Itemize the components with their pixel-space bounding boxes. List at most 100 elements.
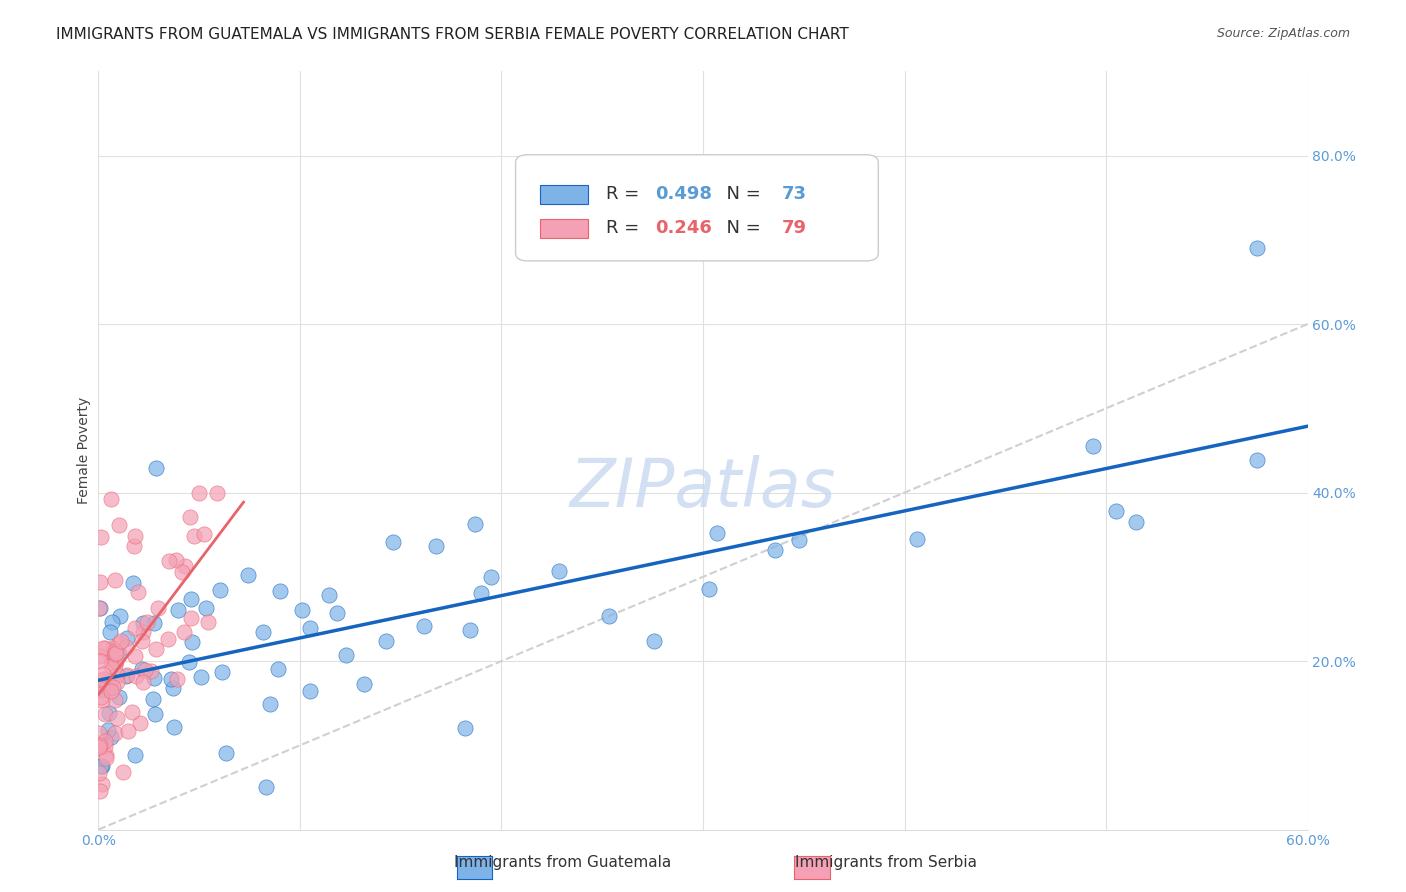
Point bbox=[353, 676, 375, 690]
Text: Immigrants from Serbia: Immigrants from Serbia bbox=[794, 855, 977, 870]
Point bbox=[299, 684, 322, 698]
Point bbox=[190, 670, 212, 684]
Point bbox=[183, 528, 205, 542]
Point bbox=[141, 665, 163, 679]
Point bbox=[124, 529, 146, 543]
Point bbox=[135, 615, 157, 629]
Point bbox=[157, 632, 180, 646]
Point bbox=[165, 553, 187, 567]
Point bbox=[124, 649, 146, 664]
Point bbox=[100, 651, 122, 665]
Point bbox=[425, 539, 447, 553]
Point bbox=[96, 723, 118, 738]
Point bbox=[90, 692, 112, 706]
Point bbox=[124, 747, 146, 762]
Text: 0.498: 0.498 bbox=[655, 186, 711, 203]
Point bbox=[121, 576, 143, 591]
Point bbox=[162, 681, 184, 695]
Point bbox=[124, 621, 146, 635]
Point bbox=[89, 766, 111, 780]
Point bbox=[90, 673, 112, 687]
Bar bbox=[540, 186, 588, 204]
Point bbox=[763, 543, 786, 558]
Text: N =: N = bbox=[716, 186, 766, 203]
Point bbox=[187, 485, 209, 500]
Point bbox=[180, 611, 202, 625]
Point bbox=[787, 533, 810, 547]
Point bbox=[413, 619, 436, 633]
Point bbox=[100, 491, 122, 506]
Point bbox=[89, 574, 111, 589]
Text: R =: R = bbox=[606, 186, 645, 203]
Point bbox=[110, 609, 132, 624]
Point bbox=[173, 558, 195, 573]
Point bbox=[104, 654, 127, 668]
Point bbox=[267, 662, 290, 676]
Point bbox=[197, 615, 219, 629]
Bar bbox=[540, 219, 588, 238]
Point bbox=[643, 634, 665, 648]
Point bbox=[108, 647, 131, 661]
Point bbox=[143, 706, 166, 721]
Point bbox=[236, 567, 259, 582]
Point bbox=[89, 726, 111, 740]
Point bbox=[335, 648, 357, 662]
Point bbox=[104, 693, 127, 707]
Point bbox=[547, 564, 569, 578]
Point bbox=[101, 650, 124, 665]
Text: 0.246: 0.246 bbox=[655, 219, 711, 237]
Point bbox=[105, 668, 128, 682]
Point bbox=[93, 739, 115, 753]
Point bbox=[90, 530, 112, 544]
Y-axis label: Female Poverty: Female Poverty bbox=[77, 397, 91, 504]
Point bbox=[105, 711, 128, 725]
Point bbox=[108, 517, 131, 532]
Point bbox=[180, 591, 202, 606]
Point bbox=[89, 784, 111, 798]
Point bbox=[91, 672, 114, 686]
Point bbox=[97, 706, 120, 720]
Point bbox=[254, 780, 277, 795]
Point bbox=[134, 663, 156, 677]
Point bbox=[470, 586, 492, 600]
Text: R =: R = bbox=[606, 219, 645, 237]
Point bbox=[89, 601, 111, 615]
Point bbox=[89, 648, 111, 663]
Point bbox=[179, 655, 201, 669]
Point bbox=[117, 724, 139, 739]
Point bbox=[117, 667, 139, 681]
Point bbox=[145, 461, 167, 475]
Point bbox=[598, 608, 620, 623]
Point bbox=[110, 634, 132, 648]
Point bbox=[94, 748, 117, 763]
Point bbox=[132, 624, 155, 639]
Point bbox=[298, 621, 321, 635]
Point bbox=[143, 671, 166, 685]
Point bbox=[1081, 439, 1104, 453]
Point bbox=[157, 554, 180, 568]
Point bbox=[706, 526, 728, 541]
Point bbox=[163, 720, 186, 734]
Point bbox=[111, 764, 134, 779]
Point bbox=[104, 647, 127, 661]
Point bbox=[215, 746, 238, 760]
Point bbox=[145, 641, 167, 656]
Point bbox=[103, 681, 125, 695]
Point bbox=[142, 615, 165, 630]
Point bbox=[101, 615, 124, 629]
Point bbox=[108, 690, 131, 705]
Point bbox=[103, 644, 125, 658]
Point bbox=[479, 570, 502, 584]
Point bbox=[100, 730, 122, 744]
Point bbox=[89, 739, 111, 753]
Point bbox=[129, 716, 152, 731]
Point bbox=[1246, 453, 1268, 467]
Point bbox=[291, 603, 314, 617]
Point bbox=[173, 625, 195, 640]
Point bbox=[94, 640, 117, 655]
Point bbox=[464, 517, 486, 532]
Point bbox=[96, 751, 118, 765]
Point bbox=[166, 673, 188, 687]
Point bbox=[91, 679, 114, 693]
Point bbox=[89, 740, 111, 755]
